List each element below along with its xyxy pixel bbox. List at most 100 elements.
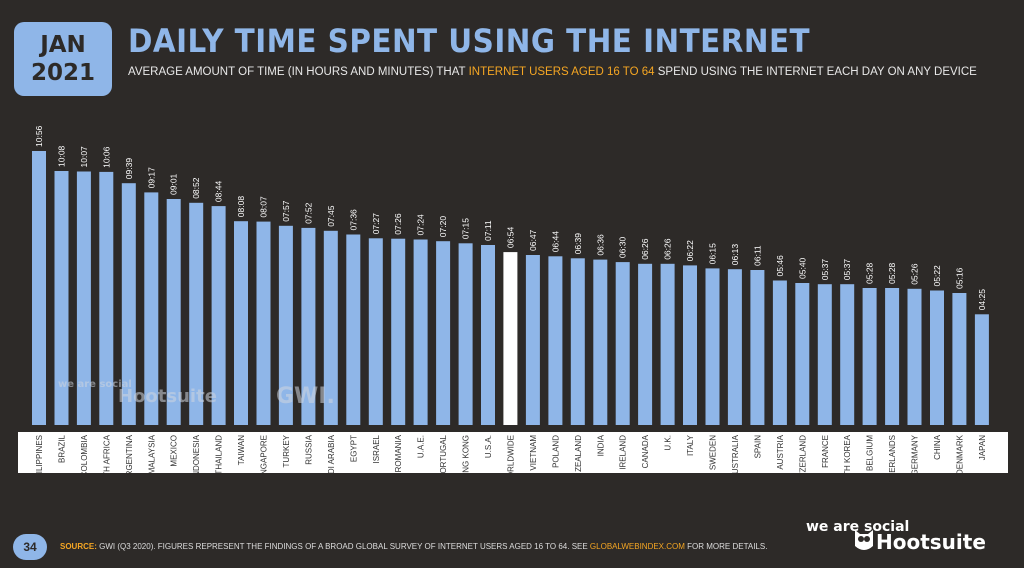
value-label: 09:39	[124, 158, 134, 180]
value-label: 05:16	[954, 267, 964, 289]
category-label: INDONESIA	[192, 434, 201, 473]
category-label: RUSSIA	[304, 434, 313, 464]
category-label: ARGENTINA	[125, 434, 134, 473]
value-label: 06:39	[573, 233, 583, 255]
category-label: GERMANY	[911, 434, 920, 473]
value-label: 08:08	[236, 196, 246, 218]
value-label: 07:11	[483, 220, 493, 241]
bar-new-zealand	[570, 258, 585, 425]
bar-romania	[391, 238, 406, 425]
value-label: 05:37	[842, 259, 852, 281]
bar-u-a-e	[413, 239, 428, 425]
subtitle-after: SPEND USING THE INTERNET EACH DAY ON ANY…	[654, 66, 977, 78]
category-label: SINGAPORE	[260, 435, 269, 473]
value-label: 05:46	[775, 255, 785, 277]
subtitle-before: AVERAGE AMOUNT OF TIME (IN HOURS AND MIN…	[128, 66, 469, 78]
category-label: SAUDI ARABIA	[327, 434, 336, 473]
bar-taiwan	[234, 221, 248, 425]
bar-indonesia	[189, 202, 204, 425]
value-label: 06:26	[663, 238, 673, 260]
value-label: 05:26	[910, 263, 920, 285]
bar-hong-kong	[458, 243, 473, 425]
value-label: 10:08	[57, 145, 67, 167]
category-label: ROMANIA	[394, 434, 403, 472]
bar-egypt	[346, 234, 361, 425]
bar-india	[593, 259, 608, 425]
bar-australia	[727, 269, 742, 425]
category-label: AUSTRIA	[776, 434, 785, 469]
bar-malaysia	[144, 192, 159, 425]
value-label: 07:24	[416, 214, 426, 236]
bar-chart: 10:56 10:08 10:07 10:06 09:39 09:17 09:01 08:52…	[18, 118, 1008, 473]
value-label: 05:28	[865, 262, 875, 284]
category-label: THAILAND	[215, 435, 224, 473]
value-label: 07:15	[461, 218, 471, 240]
category-label: EGYPT	[349, 435, 358, 462]
category-label: PHILIPPINES	[35, 435, 44, 473]
value-label: 04:25	[977, 289, 987, 311]
category-label: ISRAEL	[372, 434, 381, 463]
value-label: 10:06	[101, 146, 111, 168]
value-labels-layer: 10:56 10:08 10:07 10:06 09:39 09:17 09:01 08:52…	[34, 125, 987, 310]
value-label: 09:17	[146, 167, 156, 189]
value-label: 07:57	[281, 200, 291, 222]
bar-russia	[301, 227, 316, 425]
value-label: 05:37	[820, 259, 830, 281]
value-label: 06:13	[730, 244, 740, 266]
category-label: ITALY	[686, 434, 695, 456]
bar-japan	[974, 314, 989, 425]
bars-layer	[32, 151, 989, 425]
value-label: 07:36	[348, 209, 358, 231]
value-label: 06:22	[685, 240, 695, 262]
bar-vietnam	[525, 255, 540, 425]
bar-thailand	[211, 206, 226, 425]
category-label: SOUTH KOREA	[843, 434, 852, 473]
page-number: 34	[13, 534, 47, 560]
bar-austria	[772, 280, 787, 425]
value-label: 06:47	[528, 229, 538, 251]
value-label: 06:26	[640, 238, 650, 260]
badge-year: 2021	[30, 60, 95, 86]
hootsuite-owl-icon	[855, 530, 873, 550]
category-label: TURKEY	[282, 434, 291, 467]
value-label: 08:44	[214, 181, 224, 203]
category-label: COLOMBIA	[80, 434, 89, 473]
category-label: PORTUGAL	[439, 434, 448, 473]
category-label: CANADA	[641, 434, 650, 468]
hootsuite-logo: Hootsuite	[876, 530, 986, 554]
we-are-social-logo: we are social	[806, 519, 910, 535]
bar-netherlands	[885, 288, 900, 425]
category-label: JAPAN	[978, 435, 987, 460]
category-label: POLAND	[551, 435, 560, 468]
value-label: 09:01	[169, 173, 179, 195]
bar-colombia	[76, 171, 91, 425]
bar-south-africa	[99, 171, 114, 425]
value-label: 10:56	[34, 125, 44, 147]
subtitle: AVERAGE AMOUNT OF TIME (IN HOURS AND MIN…	[128, 66, 977, 78]
bar-poland	[548, 256, 563, 425]
value-label: 10:07	[79, 146, 89, 168]
bar-turkey	[278, 225, 293, 425]
bar-germany	[907, 288, 922, 425]
category-label: AUSTRALIA	[731, 434, 740, 473]
source-note: SOURCE: GWI (Q3 2020). FIGURES REPRESENT…	[60, 542, 767, 551]
value-label: 07:52	[303, 202, 313, 224]
bar-sweden	[705, 268, 720, 425]
bar-u-s-a	[481, 245, 495, 425]
category-label: U.S.A.	[484, 435, 493, 458]
source-link[interactable]: GLOBALWEBINDEX.COM	[589, 542, 685, 551]
bar-saudi-arabia	[323, 230, 338, 425]
category-label: U.A.E.	[417, 435, 426, 458]
category-label: INDIA	[596, 434, 605, 456]
value-label: 07:27	[371, 213, 381, 235]
bar-brazil	[54, 171, 69, 425]
value-label: 06:54	[505, 227, 515, 249]
category-label: WORLDWIDE	[506, 435, 515, 473]
category-label: IRELAND	[619, 435, 628, 470]
bar-belgium	[862, 288, 877, 425]
category-label: FRANCE	[821, 435, 830, 468]
bar-italy	[683, 265, 697, 425]
date-badge: JAN 2021	[14, 22, 112, 96]
bar-spain	[750, 270, 765, 425]
